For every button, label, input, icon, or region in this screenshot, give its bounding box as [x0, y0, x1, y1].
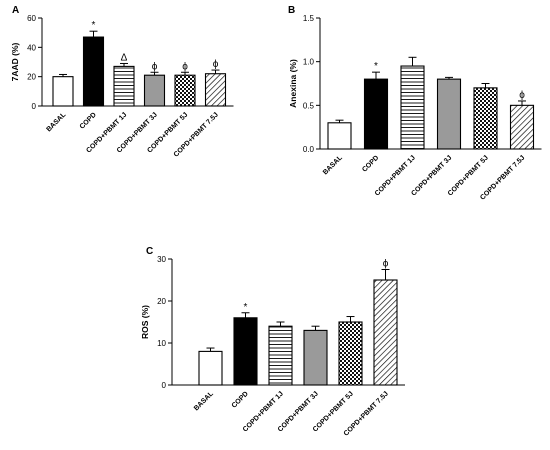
significance-mark: ϕ — [152, 61, 158, 72]
bar — [473, 87, 498, 150]
y-axis-title: 7AAD (%) — [10, 42, 20, 81]
bar — [400, 65, 425, 150]
panel-label: B — [288, 5, 295, 16]
bar — [198, 350, 223, 386]
y-tick-label: 30 — [157, 255, 166, 264]
bar — [363, 78, 389, 150]
y-tick-label: 1.5 — [303, 14, 315, 23]
bar — [373, 279, 398, 386]
significance-mark: ϕ — [519, 90, 525, 101]
panel-label: C — [146, 246, 153, 257]
significance-mark: ϕ — [182, 61, 188, 72]
y-tick-label: 0.5 — [303, 101, 315, 110]
bar — [303, 329, 328, 386]
bar — [327, 122, 352, 150]
significance-mark: Δ — [121, 52, 128, 63]
bar — [509, 104, 535, 150]
x-tick-label: COPD — [79, 111, 98, 130]
x-tick-label: COPD — [231, 390, 250, 409]
bar — [436, 78, 462, 150]
x-tick-label: COPD — [361, 154, 380, 173]
y-tick-label: 0.0 — [303, 145, 315, 154]
significance-mark: ϕ — [213, 59, 219, 70]
y-tick-label: 20 — [157, 297, 166, 306]
x-tick-label: BASAL — [322, 154, 345, 177]
y-axis-title: Anexina (%) — [288, 59, 298, 108]
y-tick-label: 40 — [27, 43, 36, 52]
bar — [204, 73, 227, 107]
bar — [233, 317, 258, 386]
bar — [113, 65, 135, 107]
y-tick-label: 60 — [27, 14, 36, 23]
bar — [82, 36, 105, 107]
y-tick-label: 10 — [157, 339, 166, 348]
significance-mark: * — [244, 302, 248, 313]
y-tick-label: 0 — [32, 102, 37, 111]
y-tick-label: 20 — [27, 73, 36, 82]
y-tick-label: 0 — [162, 381, 167, 390]
significance-mark: ϕ — [383, 259, 389, 270]
bar — [143, 74, 166, 107]
panel-label: A — [12, 5, 19, 16]
bar — [268, 325, 293, 386]
y-axis-title: ROS (%) — [140, 305, 150, 339]
bar — [338, 321, 363, 386]
x-tick-label: BASAL — [193, 390, 216, 413]
x-tick-label: BASAL — [45, 111, 68, 134]
bar — [174, 74, 196, 107]
bar — [52, 76, 74, 107]
significance-mark: * — [374, 61, 378, 72]
y-tick-label: 1.0 — [303, 58, 315, 67]
significance-mark: * — [92, 20, 96, 31]
